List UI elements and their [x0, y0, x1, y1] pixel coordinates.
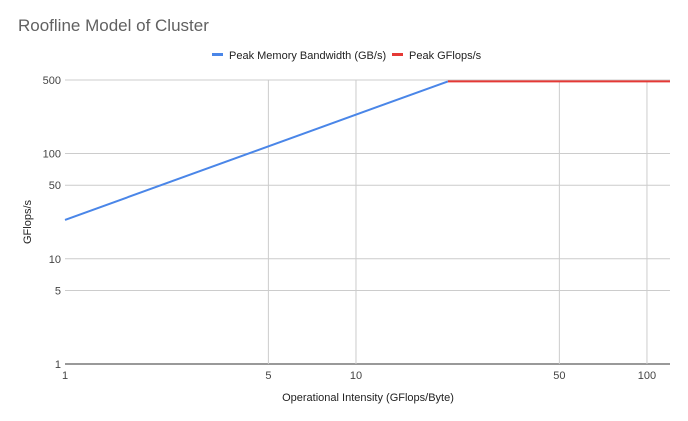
legend-swatch-bandwidth: [212, 53, 223, 56]
series-lines: [64, 80, 670, 221]
x-axis-label: Operational Intensity (GFlops/Byte): [282, 392, 454, 404]
gridlines: [65, 79, 670, 365]
legend: Peak Memory Bandwidth (GB/s) Peak GFlops…: [212, 50, 482, 62]
y-tick-label: 1: [55, 359, 61, 371]
y-tick-label: 50: [49, 180, 61, 192]
y-axis-ticks: 1 5 10 50 100 500: [43, 75, 61, 371]
legend-label-bandwidth[interactable]: Peak Memory Bandwidth (GB/s): [229, 50, 386, 62]
legend-swatch-gflops: [392, 53, 403, 56]
x-tick-label: 50: [553, 370, 565, 382]
series-line-peak-memory-bandwidth[interactable]: [64, 80, 449, 221]
x-tick-label: 10: [350, 370, 362, 382]
legend-label-gflops[interactable]: Peak GFlops/s: [409, 50, 482, 62]
x-axis-ticks: 1 5 10 50 100: [62, 370, 656, 382]
x-tick-label: 5: [265, 370, 271, 382]
y-tick-label: 10: [49, 254, 61, 266]
chart-title: Roofline Model of Cluster: [18, 16, 209, 35]
y-tick-label: 500: [43, 75, 61, 87]
y-axis-label: GFlops/s: [22, 199, 34, 244]
x-tick-label: 100: [638, 370, 656, 382]
y-tick-label: 5: [55, 285, 61, 297]
y-tick-label: 100: [43, 149, 61, 161]
x-tick-label: 1: [62, 370, 68, 382]
